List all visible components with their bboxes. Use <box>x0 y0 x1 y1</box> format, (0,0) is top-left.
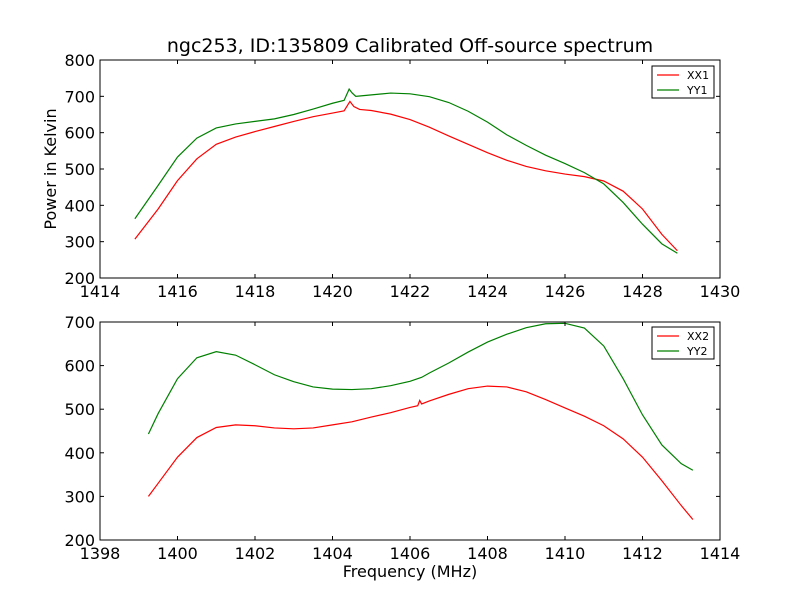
y-tick-label: 400 <box>64 444 95 463</box>
x-tick-label: 1420 <box>312 282 353 301</box>
x-tick-label: 1414 <box>700 544 741 563</box>
x-tick-label: 1410 <box>545 544 586 563</box>
x-tick-label: 1422 <box>390 282 431 301</box>
legend-box <box>651 65 715 99</box>
y-tick-label: 500 <box>64 400 95 419</box>
series-line-xx1 <box>134 100 678 252</box>
series-line-xx2 <box>147 385 694 520</box>
legend-label-xx2: XX2 <box>687 330 709 343</box>
y-tick-label: 300 <box>64 487 95 506</box>
x-tick-label: 1414 <box>80 282 121 301</box>
y-tick-label: 600 <box>64 124 95 143</box>
y-tick-label: 800 <box>64 51 95 70</box>
lower-spectrum-plot: 1398 1400 1402 1404 1406 1408 1410 1412 1414 200 3… <box>64 313 740 581</box>
x-tick-label: 1404 <box>312 544 353 563</box>
x-tick-label: 1408 <box>467 544 508 563</box>
y-tick-label: 500 <box>64 160 95 179</box>
figure-title: ngc253, ID:135809 Calibrated Off-source … <box>167 35 653 57</box>
series-line-yy2 <box>147 322 694 471</box>
x-tick-label: 1412 <box>622 544 663 563</box>
y-tick-label: 700 <box>64 87 95 106</box>
legend-box <box>651 326 715 360</box>
upper-spectrum-plot: 1414 1416 1418 1420 1422 1424 1426 1428 1430 200 3… <box>41 51 740 301</box>
x-tick-label: 1418 <box>235 282 276 301</box>
x-tick-label: 1400 <box>157 544 198 563</box>
x-tick-label: 1402 <box>235 544 276 563</box>
y-tick-label: 400 <box>64 196 95 215</box>
x-axis-label: Frequency (MHz) <box>343 562 477 581</box>
legend-label-xx1: XX1 <box>687 69 709 82</box>
x-tick-label: 1430 <box>700 282 741 301</box>
legend-label-yy2: YY2 <box>686 345 707 358</box>
y-tick-label: 700 <box>64 313 95 332</box>
axes-frame <box>99 59 721 279</box>
x-tick-label: 1428 <box>622 282 663 301</box>
y-axis-label: Power in Kelvin <box>41 108 60 229</box>
series-line-yy1 <box>134 87 678 254</box>
x-tick-label: 1406 <box>390 544 431 563</box>
x-tick-label: 1398 <box>80 544 121 563</box>
y-tick-label: 200 <box>64 269 95 288</box>
y-tick-label: 600 <box>64 357 95 376</box>
axes-frame <box>99 321 721 541</box>
x-tick-label: 1424 <box>467 282 508 301</box>
legend-label-yy1: YY1 <box>686 84 707 97</box>
y-tick-label: 200 <box>64 531 95 550</box>
y-tick-label: 300 <box>64 233 95 252</box>
x-tick-label: 1426 <box>545 282 586 301</box>
x-tick-label: 1416 <box>157 282 198 301</box>
